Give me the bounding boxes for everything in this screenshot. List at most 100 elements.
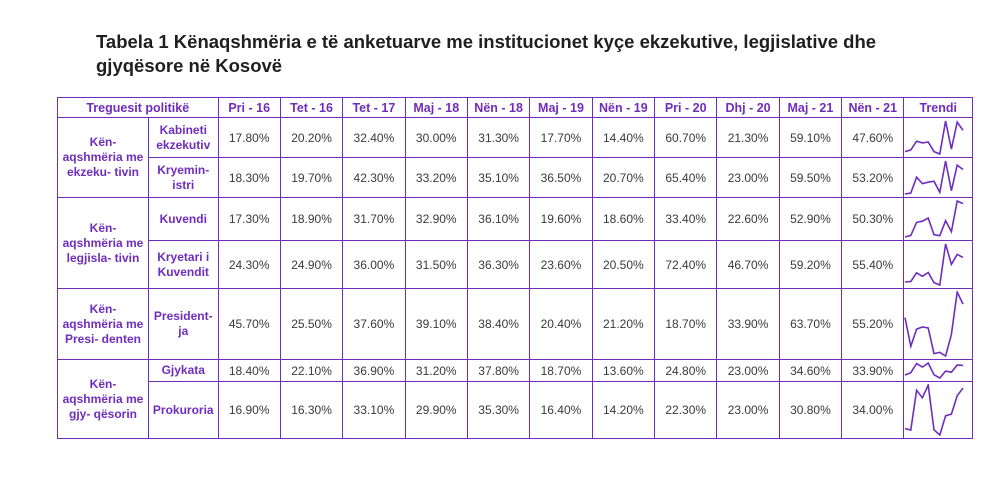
value-cell: 19.70%	[279, 157, 344, 198]
value-cell: 72.40%	[654, 240, 718, 289]
value-cell: 20.50%	[591, 240, 656, 289]
value-cell: 23.00%	[716, 359, 780, 382]
institution-label: Gjykata	[147, 359, 219, 382]
header-period: Nën - 21	[841, 97, 905, 118]
value-cell: 34.00%	[841, 381, 905, 439]
value-cell: 14.40%	[591, 117, 656, 158]
value-cell: 63.70%	[778, 288, 843, 360]
value-cell: 22.60%	[716, 197, 780, 241]
value-cell: 59.10%	[778, 117, 843, 158]
value-cell: 14.20%	[591, 381, 656, 439]
value-cell: 29.90%	[404, 381, 468, 439]
value-cell: 55.20%	[841, 288, 905, 360]
value-cell: 16.40%	[529, 381, 593, 439]
table-title: Tabela 1 Kënaqshmëria e të anketuarve me…	[96, 31, 877, 76]
value-cell: 31.30%	[466, 117, 531, 158]
value-cell: 45.70%	[217, 288, 281, 360]
value-cell: 65.40%	[654, 157, 718, 198]
value-cell: 59.50%	[778, 157, 843, 198]
value-cell: 31.20%	[404, 359, 468, 382]
value-cell: 17.30%	[217, 197, 281, 241]
value-cell: 13.60%	[591, 359, 656, 382]
value-cell: 33.40%	[654, 197, 718, 241]
trend-sparkline	[903, 381, 973, 439]
trend-sparkline	[903, 157, 973, 198]
header-trend: Trendi	[903, 97, 973, 118]
value-cell: 32.40%	[342, 117, 406, 158]
value-cell: 33.20%	[404, 157, 468, 198]
value-cell: 18.40%	[217, 359, 281, 382]
value-cell: 23.00%	[716, 381, 780, 439]
header-period: Tet - 16	[279, 97, 344, 118]
value-cell: 25.50%	[279, 288, 344, 360]
header-period: Nën - 18	[466, 97, 531, 118]
trend-line	[905, 160, 964, 195]
header-period: Pri - 20	[654, 97, 718, 118]
trend-sparkline	[903, 117, 973, 158]
table-row: Kën- aqshmëria me ekzeku- tivin Kabineti …	[57, 117, 973, 198]
trend-line	[905, 362, 964, 379]
value-cell: 59.20%	[778, 240, 843, 289]
group-label: Kën- aqshmëria me Presi- denten	[57, 288, 149, 360]
value-cell: 50.30%	[841, 197, 905, 241]
value-cell: 21.30%	[716, 117, 780, 158]
value-cell: 32.90%	[404, 197, 468, 241]
value-cell: 36.90%	[342, 359, 406, 382]
value-cell: 30.00%	[404, 117, 468, 158]
institution-label: Kuvendi	[147, 197, 219, 241]
value-cell: 47.60%	[841, 117, 905, 158]
trend-line	[905, 384, 965, 436]
value-cell: 60.70%	[654, 117, 718, 158]
value-cell: 36.30%	[466, 240, 531, 289]
value-cell: 46.70%	[716, 240, 780, 289]
satisfaction-table: Treguesit politikë Pri - 16 Tet - 16 Tet…	[57, 97, 973, 439]
value-cell: 24.90%	[279, 240, 344, 289]
value-cell: 18.70%	[529, 359, 593, 382]
value-cell: 20.20%	[279, 117, 344, 158]
institution-label: President- ja	[147, 288, 219, 360]
table-row: Kën- aqshmëria me legjisla- tivin Kuvendi…	[57, 197, 973, 289]
value-cell: 19.60%	[529, 197, 593, 241]
header-period: Maj - 19	[529, 97, 593, 118]
value-cell: 36.10%	[466, 197, 531, 241]
value-cell: 23.60%	[529, 240, 593, 289]
value-cell: 16.30%	[279, 381, 344, 439]
table-row: Kryetari i Kuvendit 24.30% 24.90% 36.00% 31.…	[58, 240, 973, 289]
trend-line	[904, 291, 965, 357]
value-cell: 39.10%	[404, 288, 468, 360]
table-row: Prokuroria 16.90% 16.30% 33.10% 29.90% 35.30%…	[58, 381, 973, 439]
value-cell: 18.60%	[591, 197, 656, 241]
value-cell: 34.60%	[778, 359, 843, 382]
value-cell: 35.10%	[466, 157, 531, 198]
value-cell: 24.30%	[217, 240, 281, 289]
value-cell: 55.40%	[841, 240, 905, 289]
value-cell: 37.60%	[342, 288, 406, 360]
value-cell: 42.30%	[342, 157, 406, 198]
value-cell: 30.80%	[778, 381, 843, 439]
trend-line	[905, 120, 965, 155]
trend-line	[905, 243, 964, 286]
group-label: Kën- aqshmëria me legjisla- tivin	[57, 197, 149, 289]
header-period: Nën - 19	[591, 97, 656, 118]
value-cell: 36.50%	[529, 157, 593, 198]
institution-label: Kryemin- istri	[147, 157, 219, 198]
value-cell: 18.90%	[279, 197, 344, 241]
value-cell: 22.10%	[279, 359, 344, 382]
header-period: Maj - 18	[404, 97, 468, 118]
value-cell: 20.70%	[591, 157, 656, 198]
value-cell: 53.20%	[841, 157, 905, 198]
value-cell: 36.00%	[342, 240, 406, 289]
value-cell: 52.90%	[778, 197, 843, 241]
institution-label: Prokuroria	[147, 381, 219, 439]
value-cell: 37.80%	[466, 359, 531, 382]
institution-label: Kryetari i Kuvendit	[147, 240, 219, 289]
value-cell: 38.40%	[466, 288, 531, 360]
value-cell: 18.70%	[654, 288, 718, 360]
trend-line	[905, 200, 964, 238]
value-cell: 33.90%	[716, 288, 780, 360]
value-cell: 17.70%	[529, 117, 593, 158]
institution-label: Kabineti ekzekutiv	[147, 117, 219, 158]
table-row: Kryemin- istri 18.30% 19.70% 42.30% 33.20% 35…	[58, 157, 973, 198]
value-cell: 21.20%	[591, 288, 656, 360]
trend-sparkline	[903, 197, 973, 241]
